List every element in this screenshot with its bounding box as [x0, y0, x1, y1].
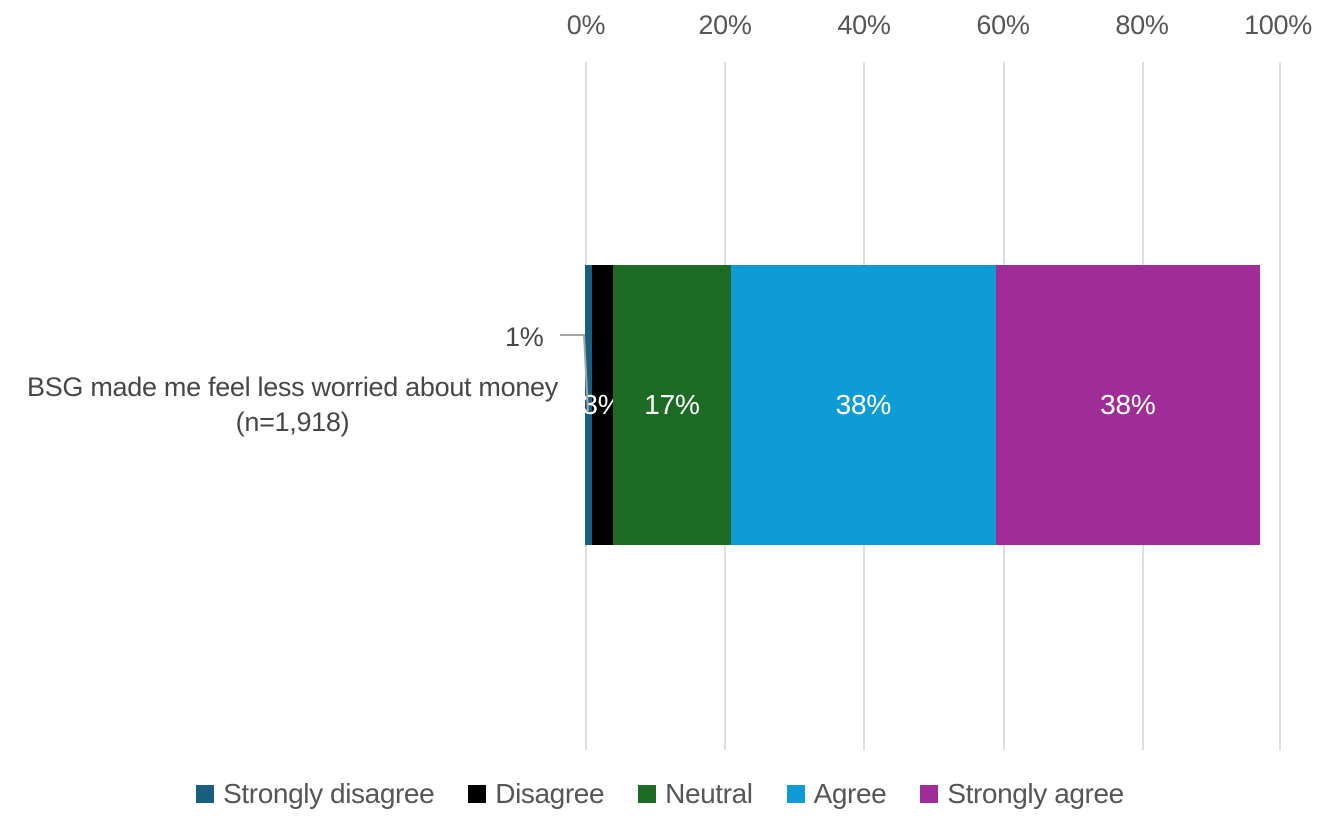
- legend-item-neutral[interactable]: Neutral: [638, 778, 753, 810]
- bar-segment-neutral[interactable]: 17%: [612, 265, 732, 545]
- callout-label-strongly-disagree: 1%: [505, 322, 544, 352]
- category-label-line-2: (n=1,918): [235, 406, 350, 437]
- legend-item-disagree[interactable]: Disagree: [468, 778, 605, 810]
- x-tick-label-0: 0%: [566, 10, 606, 40]
- bar-segment-strongly-agree[interactable]: 38%: [995, 265, 1261, 545]
- bar-segment-label-agree: 38%: [835, 389, 892, 420]
- stacked-bar-row: 1% 3% 17% 38% 38%: [582, 265, 1281, 545]
- legend-swatch-icon-strongly-disagree: [196, 785, 215, 803]
- legend-swatch-icon-neutral: [638, 785, 657, 803]
- bar-segment-label-neutral: 17%: [644, 389, 700, 420]
- bar-segment-disagree[interactable]: 3%: [582, 265, 623, 545]
- legend-item-strongly-agree[interactable]: Strongly agree: [920, 778, 1124, 810]
- category-label-line-1: BSG made me feel less worried about mone…: [27, 372, 558, 402]
- category-axis-label: BSG made me feel less worried about mone…: [20, 370, 565, 439]
- legend-swatch-icon-agree: [786, 785, 805, 803]
- chart-legend: Strongly disagree Disagree Neutral Agree…: [0, 778, 1320, 810]
- legend-label-strongly-agree: Strongly agree: [947, 778, 1124, 809]
- x-tick-label-20: 20%: [698, 10, 752, 40]
- legend-label-disagree: Disagree: [495, 778, 605, 809]
- x-tick-label-60: 60%: [976, 10, 1030, 40]
- gridline-100: [1279, 62, 1281, 750]
- x-tick-label-80: 80%: [1115, 10, 1169, 40]
- legend-item-agree[interactable]: Agree: [786, 778, 887, 810]
- x-tick-label-100: 100%: [1244, 10, 1312, 40]
- bar-segment-strongly-disagree[interactable]: 1%: [585, 265, 592, 545]
- x-tick-label-40: 40%: [837, 10, 891, 40]
- legend-item-strongly-disagree[interactable]: Strongly disagree: [196, 778, 435, 810]
- legend-swatch-icon-disagree: [468, 785, 487, 803]
- legend-label-neutral: Neutral: [665, 778, 753, 809]
- legend-label-strongly-disagree: Strongly disagree: [223, 778, 435, 809]
- bar-segment-label-strongly-agree: 38%: [1100, 389, 1156, 420]
- bar-segment-agree[interactable]: 38%: [731, 265, 996, 545]
- legend-swatch-icon-strongly-agree: [920, 785, 939, 803]
- legend-label-agree: Agree: [813, 778, 887, 809]
